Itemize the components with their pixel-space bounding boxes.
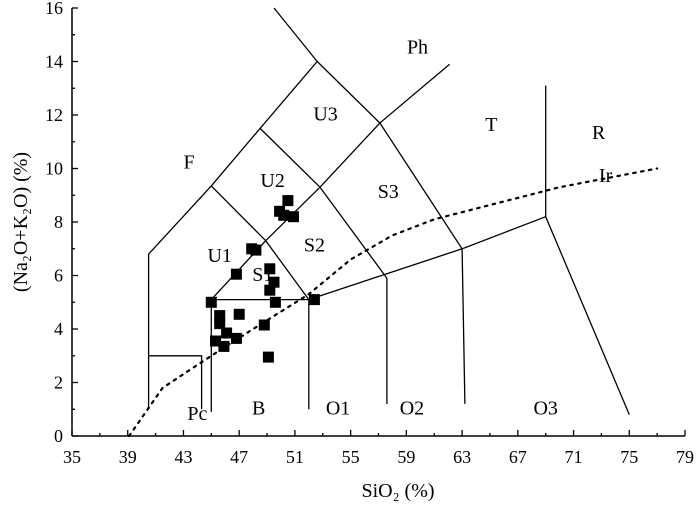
x-tick-label-63: 63: [453, 447, 471, 467]
field-boundary-2: [210, 298, 310, 412]
field-boundaries: [147, 7, 630, 415]
y-tick-label-2: 2: [54, 373, 63, 393]
y-tick-label-8: 8: [54, 212, 63, 232]
y-tick-label-10: 10: [45, 159, 63, 179]
field-label-u1: U1: [207, 245, 231, 267]
data-point-9: [264, 284, 276, 296]
x-tick-label-55: 55: [342, 447, 360, 467]
data-point-6: [264, 263, 276, 275]
data-point-16: [214, 318, 226, 330]
data-point-21: [262, 351, 274, 363]
field-boundary-6: [259, 127, 321, 188]
data-point-3: [288, 211, 299, 223]
field-boundary-1: [148, 355, 203, 410]
field-label-pc: Pc: [187, 403, 207, 425]
y-tick-label-14: 14: [45, 52, 63, 72]
x-tick-label-35: 35: [63, 447, 81, 467]
y-tick-label-4: 4: [54, 319, 63, 339]
field-label-r: R: [592, 122, 606, 144]
field-label-o1: O1: [326, 398, 350, 420]
x-tick-label-71: 71: [565, 447, 583, 467]
data-points: [205, 195, 320, 363]
y-axis-label: (Na₂O+K₂O) (%): [10, 152, 32, 292]
x-tick-label-43: 43: [174, 447, 192, 467]
field-label-t: T: [485, 114, 497, 136]
axes: 35 39 43 47 51 55 59 63 67 71 75 79 0 2 4 6 8 10 12 14 16: [45, 0, 694, 467]
field-label-o3: O3: [533, 398, 557, 420]
y-tick-label-0: 0: [54, 426, 63, 446]
field-label-s2: S2: [304, 234, 325, 256]
data-point-18: [230, 332, 242, 344]
data-point-13: [214, 310, 226, 322]
y-tick-label-12: 12: [45, 105, 63, 125]
field-label-u2: U2: [260, 170, 284, 192]
field-label-o2: O2: [400, 398, 424, 420]
data-point-0: [282, 195, 294, 207]
data-point-2: [278, 209, 290, 221]
field-boundary-10: [273, 7, 318, 62]
x-tick-label-47: 47: [230, 447, 248, 467]
x-tick-label-75: 75: [620, 447, 638, 467]
field-label-ph: Ph: [407, 36, 428, 58]
x-axis-label: SiO₂ (%): [361, 480, 434, 502]
field-label-u3: U3: [313, 103, 337, 125]
data-point-8: [268, 276, 280, 288]
x-tick-label-59: 59: [397, 447, 415, 467]
data-point-15: [258, 319, 270, 331]
y-tick-label-16: 16: [45, 0, 63, 18]
data-point-14: [233, 308, 245, 320]
y-tick-label-6: 6: [54, 266, 63, 286]
field-boundary-8: [319, 186, 388, 279]
data-point-19: [210, 335, 221, 347]
data-point-11: [269, 296, 281, 308]
data-point-7: [230, 268, 242, 280]
field-boundary-5: [210, 185, 267, 242]
data-point-10: [205, 296, 217, 308]
x-tick-label-67: 67: [509, 447, 527, 467]
data-point-12: [308, 294, 320, 306]
field-label-f: F: [183, 152, 194, 174]
x-tick-label-79: 79: [676, 447, 694, 467]
data-point-20: [218, 340, 230, 352]
x-tick-label-39: 39: [119, 447, 137, 467]
x-tick-label-51: 51: [286, 447, 304, 467]
field-boundary-3: [308, 247, 466, 404]
field-label-s3: S3: [378, 181, 399, 203]
field-label-ir: Ir: [599, 165, 613, 187]
field-boundary-11: [379, 63, 451, 124]
data-point-5: [250, 244, 262, 256]
data-point-17: [221, 327, 233, 339]
field-label-b: B: [252, 398, 265, 420]
